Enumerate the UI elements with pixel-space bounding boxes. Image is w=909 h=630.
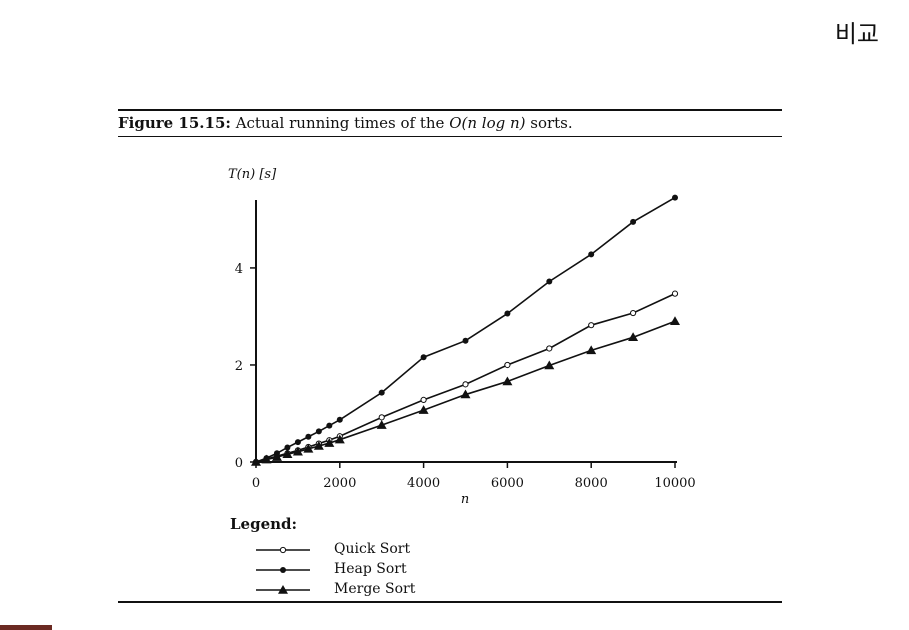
- data-point-merge-sort: [292, 446, 303, 456]
- legend-label-heap-sort: Heap Sort: [334, 561, 407, 577]
- data-point-merge-sort: [303, 443, 314, 453]
- figure-caption-rule: [118, 136, 782, 137]
- caption-math: O(n log n): [449, 114, 526, 132]
- slide-title: 비교: [834, 20, 879, 48]
- data-point-merge-sort: [670, 316, 680, 326]
- data-point-quick-sort: [588, 322, 595, 329]
- chart-series: [251, 194, 680, 466]
- legend-label-merge-sort: Merge Sort: [334, 581, 416, 597]
- data-point-quick-sort: [462, 381, 469, 388]
- data-point-heap-sort: [294, 439, 301, 446]
- data-point-quick-sort: [504, 361, 511, 369]
- data-point-merge-sort: [628, 332, 639, 342]
- data-point-heap-sort: [336, 416, 343, 423]
- data-point-quick-sort: [630, 309, 637, 317]
- data-point-heap-sort: [630, 218, 637, 225]
- data-point-quick-sort: [378, 414, 385, 421]
- y-tick-label: 0: [235, 456, 243, 471]
- data-point-merge-sort: [271, 452, 282, 461]
- legend-marker-quick-sort: [279, 546, 287, 554]
- legend-label-quick-sort: Quick Sort: [334, 541, 411, 557]
- data-point-heap-sort: [420, 354, 427, 361]
- data-point-heap-sort: [672, 194, 678, 201]
- caption-text-after: sorts.: [525, 114, 573, 132]
- slide-corner-tab: [0, 625, 52, 630]
- data-point-quick-sort: [546, 345, 553, 352]
- x-tick-label: 6000: [491, 476, 524, 491]
- data-point-merge-sort: [261, 454, 272, 464]
- data-point-merge-sort: [251, 457, 261, 466]
- data-point-quick-sort: [671, 290, 679, 297]
- data-point-heap-sort: [378, 389, 385, 396]
- data-point-merge-sort: [586, 345, 597, 355]
- data-point-merge-sort: [324, 438, 335, 447]
- x-tick-label: 2000: [323, 476, 356, 491]
- figure-top-rule: [118, 109, 782, 111]
- x-axis-label: n: [461, 492, 469, 507]
- legend-title: Legend:: [230, 515, 298, 533]
- series-heap-sort: [253, 194, 678, 465]
- caption-text-before: Actual running times of the: [230, 114, 450, 132]
- y-axis-label: T(n) [s]: [228, 167, 277, 182]
- data-point-merge-sort: [418, 405, 429, 414]
- data-point-merge-sort: [544, 360, 555, 370]
- data-point-heap-sort: [588, 251, 595, 258]
- data-point-heap-sort: [315, 428, 322, 435]
- data-point-heap-sort: [546, 278, 553, 285]
- figure-caption: Figure 15.15: Actual running times of th…: [118, 114, 573, 132]
- data-point-heap-sort: [284, 444, 291, 451]
- series-merge-sort: [251, 316, 680, 466]
- x-tick-label: 0: [252, 476, 260, 491]
- data-point-merge-sort: [334, 434, 345, 444]
- legend-marker-heap-sort: [280, 567, 286, 573]
- chart-axes: 0 2000 4000 6000 8000 10000 0 2 4 T(n) [s] n: [228, 167, 696, 507]
- series-quick-sort: [252, 290, 679, 466]
- series-line-quick-sort: [255, 292, 676, 463]
- data-point-merge-sort: [282, 449, 293, 458]
- x-tick-label: 8000: [575, 476, 608, 491]
- data-point-merge-sort: [376, 420, 387, 429]
- data-point-merge-sort: [313, 440, 324, 450]
- legend-marks: [256, 546, 310, 594]
- legend-marker-merge-sort: [278, 585, 288, 594]
- data-point-heap-sort: [462, 337, 469, 344]
- data-point-merge-sort: [502, 376, 513, 386]
- data-point-quick-sort: [420, 396, 427, 403]
- figure-bottom-rule: [118, 601, 782, 603]
- series-line-heap-sort: [255, 196, 676, 463]
- data-point-heap-sort: [305, 433, 312, 440]
- figure-number: Figure 15.15:: [118, 114, 231, 132]
- x-tick-label: 4000: [407, 476, 440, 491]
- data-point-heap-sort: [326, 422, 333, 429]
- data-point-heap-sort: [504, 310, 511, 317]
- y-tick-label: 4: [235, 262, 243, 277]
- data-point-merge-sort: [460, 389, 471, 399]
- y-tick-label: 2: [235, 359, 243, 374]
- x-tick-label: 10000: [654, 476, 695, 491]
